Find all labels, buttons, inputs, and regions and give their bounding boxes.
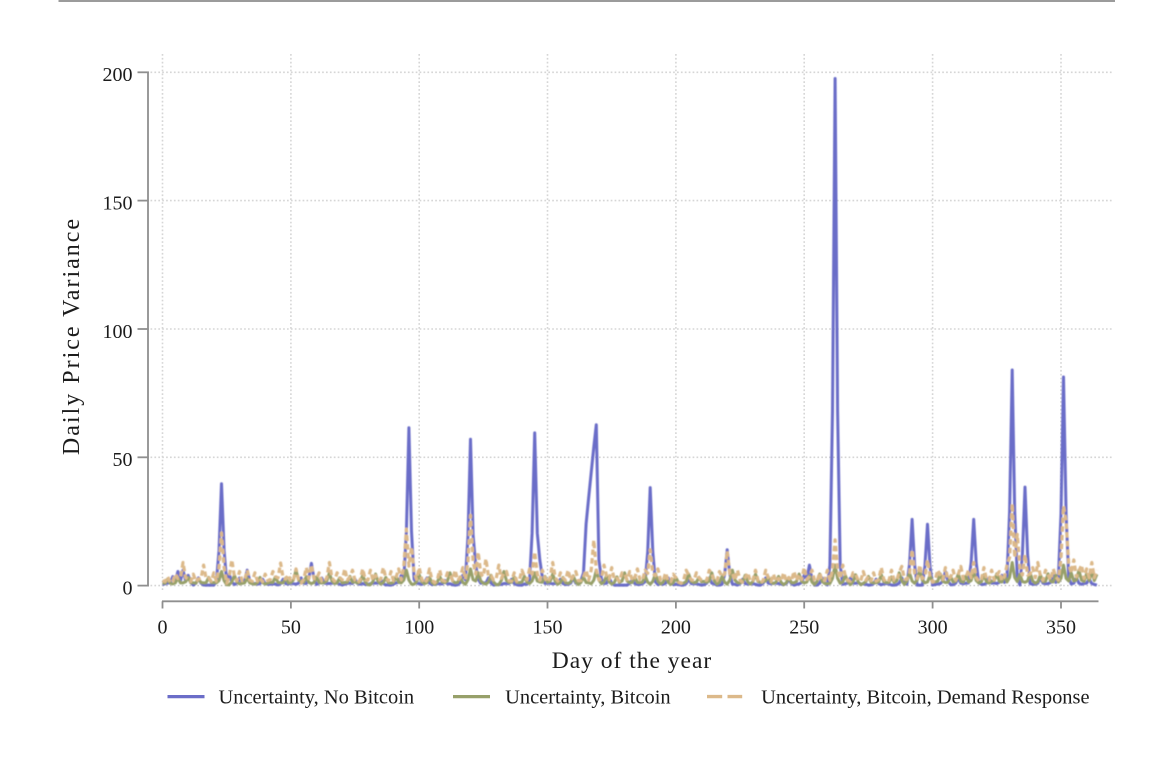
svg-text:0: 0	[158, 617, 168, 639]
svg-text:150: 150	[103, 193, 133, 215]
svg-text:Uncertainty, Bitcoin, Demand R: Uncertainty, Bitcoin, Demand Response	[761, 686, 1089, 708]
svg-text:150: 150	[533, 617, 563, 639]
svg-text:100: 100	[404, 617, 434, 639]
svg-text:50: 50	[113, 449, 133, 471]
svg-text:Daily Price Variance: Daily Price Variance	[59, 217, 85, 455]
svg-text:100: 100	[103, 321, 133, 343]
svg-text:Uncertainty, No Bitcoin: Uncertainty, No Bitcoin	[219, 686, 415, 708]
svg-text:Uncertainty, Bitcoin: Uncertainty, Bitcoin	[505, 686, 671, 708]
svg-text:Day of the year: Day of the year	[552, 648, 713, 674]
svg-text:50: 50	[281, 617, 301, 639]
svg-text:200: 200	[661, 617, 691, 639]
svg-text:350: 350	[1046, 617, 1076, 639]
svg-text:300: 300	[918, 617, 948, 639]
svg-text:250: 250	[789, 617, 819, 639]
svg-text:0: 0	[123, 578, 133, 600]
svg-text:200: 200	[103, 64, 133, 86]
